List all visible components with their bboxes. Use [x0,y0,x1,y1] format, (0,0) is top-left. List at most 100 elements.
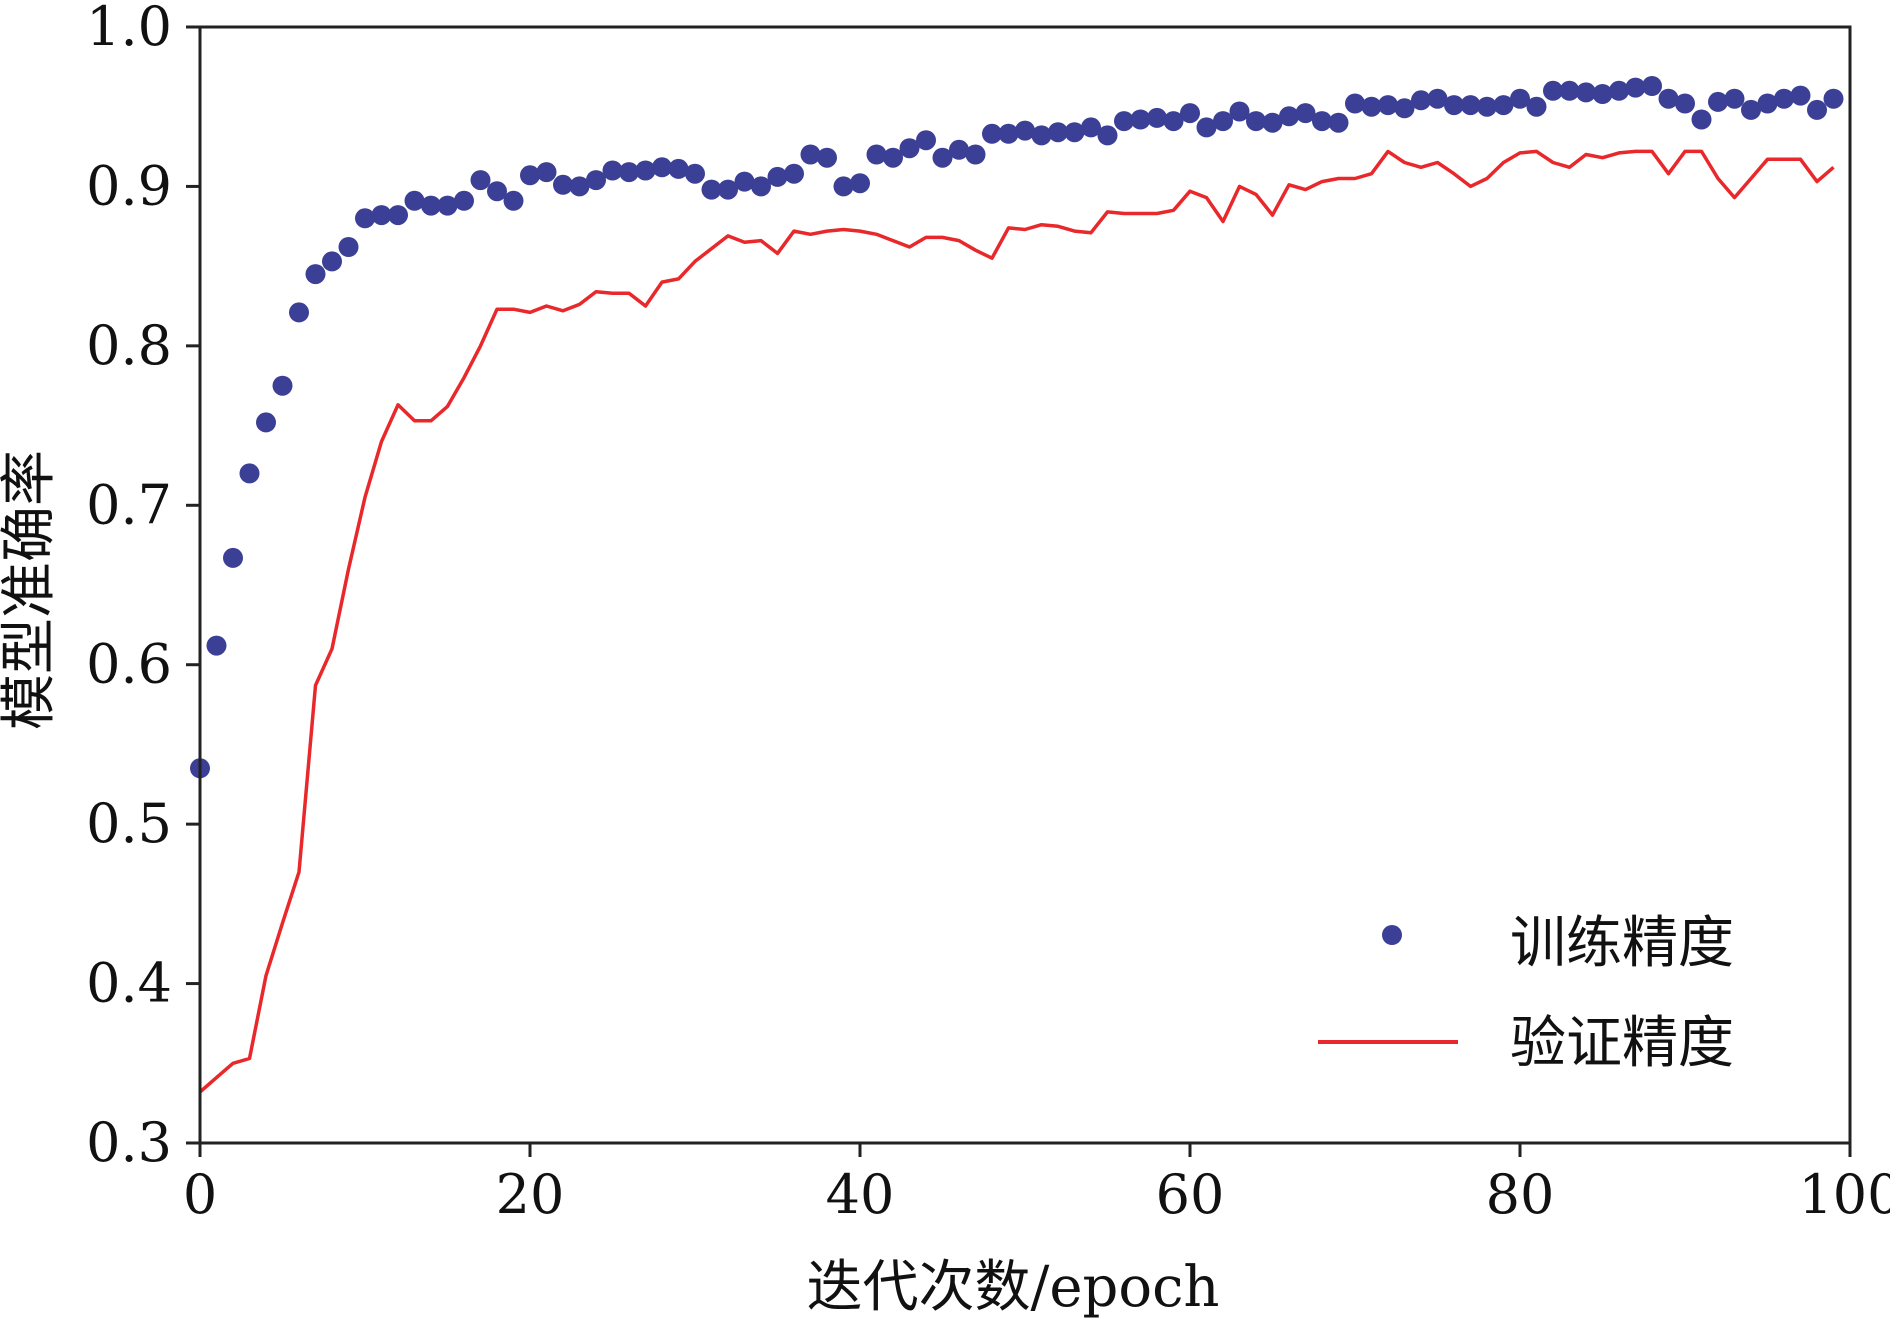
data-point [1345,93,1365,114]
data-point [1130,109,1151,130]
data-point [322,251,342,272]
data-point [767,166,788,187]
data-point [1526,96,1547,117]
data-point [685,163,705,184]
data-point [784,163,804,184]
data-point [1229,101,1250,122]
data-point [355,208,375,229]
data-point [454,190,474,211]
data-point [1493,95,1514,116]
data-point [932,147,953,168]
data-point [289,302,309,323]
data-point [1691,109,1712,130]
legend-label-train: 训练精度 [1510,911,1734,976]
data-point [800,144,821,165]
data-point [503,190,524,211]
data-point [388,205,408,226]
x-tick-label: 80 [1486,1163,1555,1226]
data-point [206,635,227,656]
data-point [1576,82,1596,103]
data-point [239,463,260,484]
data-point [1510,88,1530,109]
data-point [949,139,969,160]
plot-frame [198,25,1852,1145]
data-point [850,173,870,194]
data-point [1625,77,1646,98]
data-point [553,174,573,195]
data-point [421,195,441,216]
data-point [899,138,920,159]
data-point [1460,95,1481,116]
data-point [1444,95,1464,116]
data-point [1213,111,1233,132]
data-point [1592,84,1613,104]
data-point [305,264,326,285]
data-point [338,237,359,257]
data-point [998,123,1019,144]
data-point [1774,88,1794,109]
data-point [965,144,986,165]
data-point [1658,88,1679,109]
data-point [1807,99,1827,120]
data-point [536,162,557,183]
series-line-1 [198,149,1835,1094]
data-point [1031,125,1052,146]
data-point [371,205,392,226]
data-point [586,170,606,191]
data-point [1081,117,1101,138]
data-point [1559,80,1580,101]
data-point [1196,117,1217,138]
data-point [833,176,854,197]
y-axis-label: 模型准确率 [0,450,62,730]
data-point [404,190,425,211]
data-point [602,160,623,181]
x-axis-label: 迭代次数/epoch [807,1255,1220,1318]
data-point [223,547,243,568]
data-point [1609,80,1629,101]
data-point [1361,96,1382,117]
data-point [1708,91,1728,112]
y-tick-label: 1.0 [86,0,172,58]
data-point [1642,76,1662,96]
y-tick-label: 0.7 [86,473,172,536]
data-point [1757,93,1778,114]
data-point [734,171,755,192]
x-tick-label: 40 [826,1163,895,1226]
data-point [1015,120,1035,141]
data-point [1477,96,1497,117]
data-point [1543,80,1563,101]
data-point [916,130,936,151]
data-point [668,158,689,179]
data-point [1741,99,1761,120]
data-point [1312,111,1332,132]
data-point [866,144,887,165]
legend-label-val: 验证精度 [1510,1011,1734,1076]
data-point [437,195,458,216]
data-point [1378,95,1398,116]
data-point [256,412,276,433]
data-point [470,170,491,191]
data-point [1114,111,1134,132]
data-point [487,181,507,202]
data-point [1427,88,1448,109]
data-point [1262,112,1283,133]
data-point [883,147,903,168]
x-tick-label: 0 [183,1163,217,1226]
data-point [1394,98,1415,119]
data-point [1295,103,1316,124]
data-point [751,176,771,197]
data-point [1675,93,1695,114]
x-tick-label: 60 [1156,1163,1225,1226]
legend-marker-train [1382,925,1402,945]
data-point [569,176,590,197]
axes: 0 20 40 60 80 100 0.3 0.4 0.5 0.6 0.7 0.8 0.9 1.0 [86,0,1890,1226]
data-point [1823,88,1844,109]
x-tick-label: 20 [496,1163,565,1226]
data-point [272,375,293,396]
data-point [701,179,722,200]
y-tick-label: 0.9 [86,154,172,217]
plot-area [190,76,1844,1094]
data-point [1064,122,1085,143]
y-tick-label: 0.3 [86,1111,172,1174]
